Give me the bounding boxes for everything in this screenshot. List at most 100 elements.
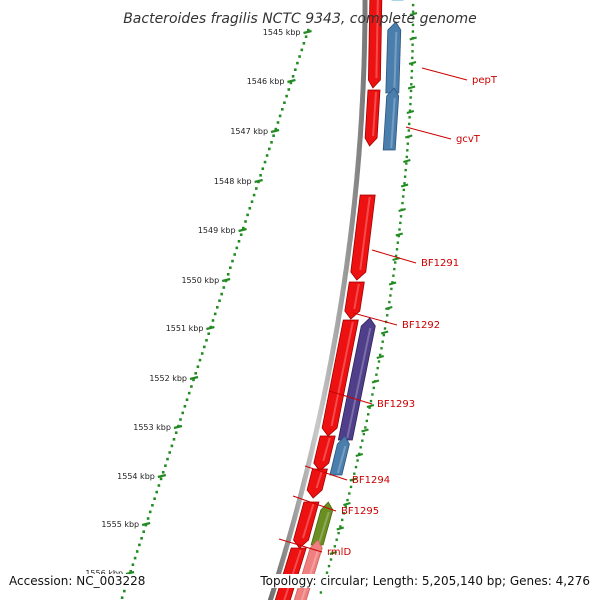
ruler-dot (259, 174, 262, 177)
inner-ruler-dot (411, 10, 415, 13)
ruler-dot (120, 596, 124, 599)
inner-ruler-dot (388, 300, 391, 304)
ruler-dot (140, 537, 143, 540)
inner-ruler-dot (411, 23, 415, 27)
inner-ruler-dot (333, 545, 336, 548)
ruler-label: 1546 kbp (247, 77, 285, 86)
inner-ruler-dot (329, 558, 333, 561)
ruler-dot (161, 471, 165, 474)
ruler-dot (242, 226, 245, 230)
ruler-labels: 1545 kbp 1546 kbp 1547 kbp 1548 kbp 1549 kbp… (85, 28, 300, 578)
ruler-dot (265, 154, 269, 157)
gene-feature-shine (336, 445, 347, 474)
inner-ruler-tick (403, 159, 411, 163)
inner-ruler-dot (403, 182, 406, 185)
inner-ruler-dot (403, 175, 407, 178)
inner-ruler-dot (389, 294, 392, 297)
ruler-label: 1554 kbp (117, 472, 155, 481)
inner-ruler-dot (358, 452, 361, 456)
inner-ruler-dot (411, 3, 415, 7)
ruler-dot (170, 444, 174, 448)
gene-feature-shine (390, 97, 396, 149)
ruler-dot (159, 477, 163, 481)
gene-feature (293, 501, 320, 549)
ruler-dot (205, 339, 208, 342)
ruler-dot (235, 246, 239, 250)
inner-ruler-dot (411, 50, 414, 53)
gene-feature (329, 435, 350, 476)
inner-ruler-dot (369, 399, 373, 403)
gene-feature-shine (330, 321, 354, 427)
ruler-dot (261, 167, 265, 170)
inner-ruler-dot (377, 360, 381, 363)
inner-ruler-dot (410, 83, 413, 86)
ruler-label: 1550 kbp (181, 276, 219, 285)
ruler-dot (131, 563, 135, 566)
inner-ruler-dot (380, 347, 383, 350)
inner-ruler-dot (386, 314, 389, 317)
ruler-dot (194, 372, 197, 375)
inner-ruler-dot (383, 327, 387, 330)
inner-ruler-dot (410, 69, 414, 73)
gene-leader-line (292, 495, 337, 512)
inner-ruler-dot (406, 142, 409, 145)
ruler-dot (294, 68, 297, 71)
ruler-dot (307, 28, 310, 32)
inner-ruler-dot (395, 248, 399, 251)
inner-ruler-tick (349, 477, 358, 482)
ruler-dot (220, 292, 223, 296)
inner-ruler-dot (344, 505, 347, 508)
inner-ruler-tick (380, 330, 389, 335)
inner-ruler-dot (398, 228, 401, 231)
inner-ruler-dot (391, 281, 394, 284)
ruler-dot (196, 365, 200, 368)
gene-feature-shine (359, 196, 371, 271)
inner-ruler-tick (376, 355, 385, 359)
ruler-label: 1552 kbp (149, 374, 187, 383)
gene-leader-line (352, 312, 398, 326)
inner-ruler-dot (325, 571, 329, 574)
inner-ruler-dot (335, 538, 338, 541)
ruler-dot (133, 556, 137, 560)
ruler-dot (174, 431, 178, 434)
inner-ruler-tick (343, 502, 351, 506)
ruler-tick (157, 473, 167, 479)
ruler-dot (287, 88, 291, 91)
inner-ruler-tick (407, 85, 416, 90)
ruler-label: 1555 kbp (101, 520, 139, 529)
inner-ruler-dot (407, 129, 410, 132)
ruler-dots (120, 3, 415, 599)
inner-ruler-dot (341, 518, 344, 522)
inner-ruler-dot (368, 406, 371, 409)
feature-track (274, 0, 404, 600)
inner-ruler-dot (397, 234, 400, 238)
gene-leader-line (405, 126, 452, 140)
gene-feature-shine (315, 470, 323, 489)
ruler-tick (206, 325, 215, 331)
gene-feature (344, 281, 365, 320)
inner-ruler-dot (393, 267, 396, 271)
ruler-tick (141, 521, 151, 527)
ruler-dot (198, 358, 202, 362)
ruler-dot (231, 259, 234, 263)
genome-backbone (267, 0, 368, 600)
ruler-dot (168, 451, 171, 454)
inner-ruler-tick (329, 551, 338, 555)
ruler-dot (252, 193, 256, 197)
gene-feature (350, 194, 376, 281)
ruler-tick (189, 375, 199, 381)
ruler-dot (172, 438, 176, 441)
inner-ruler-dot (394, 261, 397, 264)
inner-ruler-tick (395, 232, 404, 237)
ruler-dot (298, 55, 301, 58)
ruler-label: 1549 kbp (198, 226, 236, 235)
ruler-dot (153, 497, 156, 500)
inner-ruler-dot (381, 340, 384, 343)
gene-feature-shine (372, 91, 377, 137)
ruler-dot (291, 75, 295, 78)
inner-ruler-dot (401, 201, 404, 205)
ruler-dot (164, 464, 167, 467)
inner-ruler-dot (406, 149, 409, 152)
